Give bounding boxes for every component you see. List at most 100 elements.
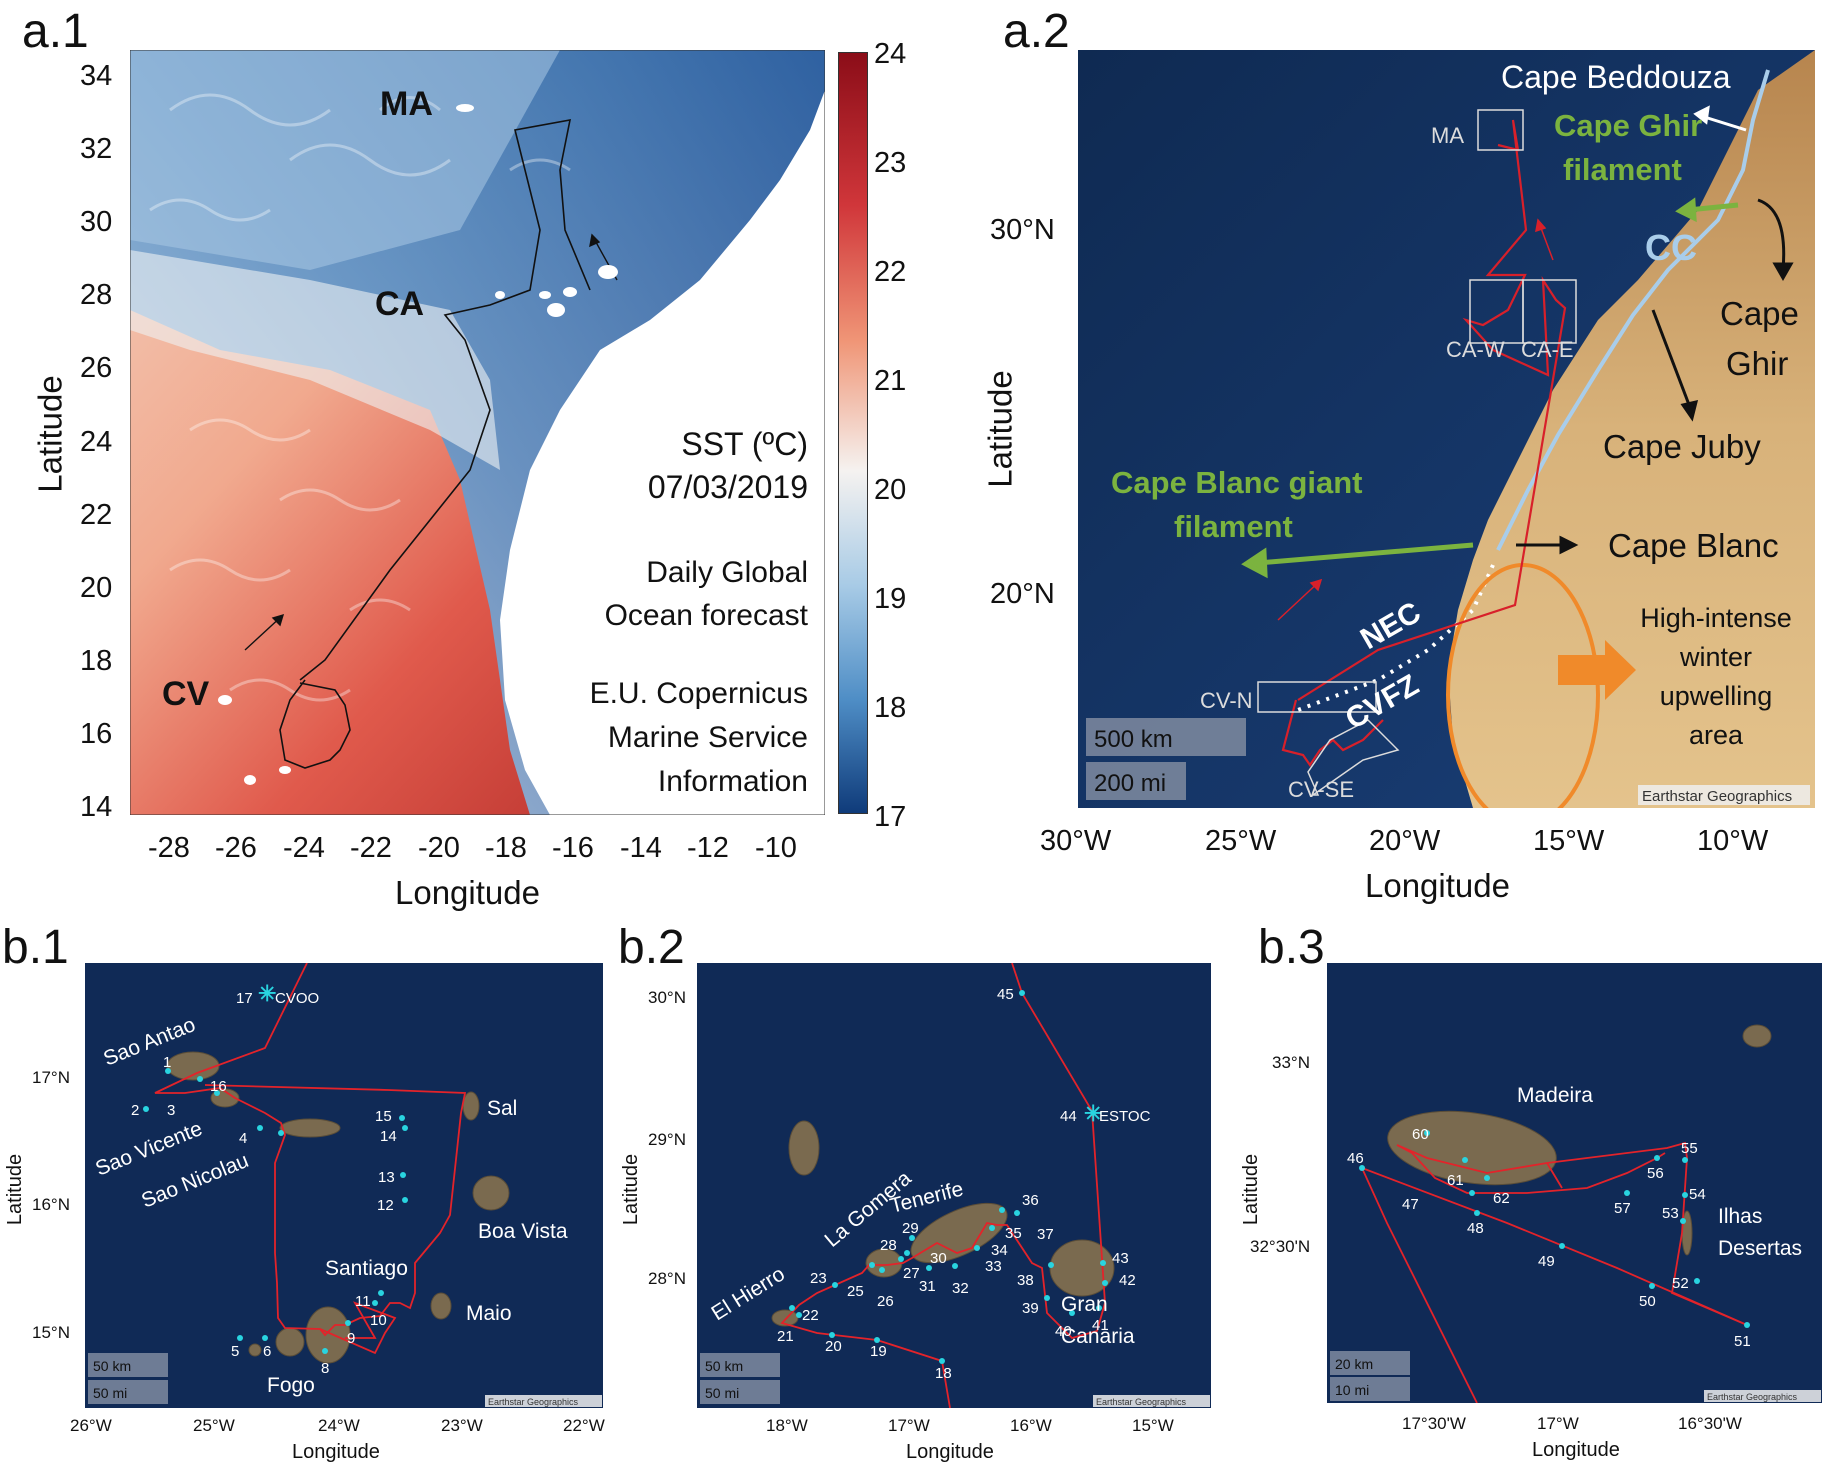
station-label: 1: [163, 1054, 171, 1071]
scale-mi: 50 mi: [705, 1385, 739, 1401]
station-label: 61: [1447, 1172, 1464, 1189]
madeira-map: 46 47 48 49 50 51 52 53 54 55 56 57 60 6…: [1327, 963, 1822, 1403]
box-label-cv-se: CV-SE: [1288, 777, 1354, 802]
station-label: 5: [231, 1343, 239, 1360]
colorbar-tick: 17: [874, 801, 907, 833]
island-ilhas: Ilhas: [1718, 1205, 1762, 1228]
station-label: 47: [1402, 1196, 1419, 1213]
sst-legend-line-7: Information: [658, 765, 808, 798]
a1-xtick: -16: [552, 832, 594, 864]
station-label: 39: [1022, 1300, 1039, 1317]
label-cape-ghir-2: Ghir: [1726, 345, 1788, 382]
station-label: 34: [991, 1242, 1008, 1259]
station-label: 12: [377, 1197, 394, 1214]
station-label: 19: [870, 1343, 887, 1360]
svg-text:✳: ✳: [1084, 1101, 1102, 1126]
label-cape-ghir-filament-2: filament: [1563, 152, 1682, 187]
map-credit: Earthstar Geographics: [1096, 1397, 1187, 1407]
station-label: 55: [1681, 1140, 1698, 1157]
a1-xtick: -14: [620, 832, 662, 864]
b3-xtick: 17°30'W: [1402, 1414, 1466, 1433]
b1-xtick: 25°W: [193, 1416, 235, 1435]
a2-xlabel: Longitude: [1365, 867, 1510, 904]
station-label: 18: [935, 1365, 952, 1382]
station-label: 23: [810, 1270, 827, 1287]
island-santiago: Santiago: [325, 1257, 408, 1280]
a2-ytick: 30°N: [990, 214, 1055, 246]
station-label: 4: [239, 1130, 247, 1147]
island-madeira: Madeira: [1517, 1084, 1593, 1107]
panel-label-b3: b.3: [1258, 921, 1325, 974]
a1-xlabel: Longitude: [395, 874, 540, 911]
cape-verde-map: ✳ 1 2 3 4 5 6 8 9 10 11 12 13 14 15 16 1…: [85, 963, 603, 1408]
station-label: 50: [1639, 1293, 1656, 1310]
sst-map: MA CA CV SST (ºC) 07/03/2019 Daily Globa…: [130, 50, 825, 815]
label-cape-juby: Cape Juby: [1603, 428, 1761, 465]
colorbar-tick: 23: [874, 147, 907, 179]
panel-label-a2: a.2: [1003, 5, 1070, 58]
station-label: 9: [347, 1330, 355, 1347]
station-label: 38: [1017, 1272, 1034, 1289]
station-label: 45: [997, 986, 1014, 1003]
station-label: 10: [370, 1312, 387, 1329]
sst-colorbar: [838, 52, 868, 814]
b1-ytick: 16°N: [32, 1195, 70, 1214]
island-maio: Maio: [466, 1302, 512, 1325]
station-label: 11: [355, 1293, 371, 1310]
island-gran: Gran: [1061, 1293, 1108, 1316]
box-label-ca-e: CA-E: [1521, 337, 1574, 362]
station-label: 49: [1538, 1253, 1555, 1270]
b2-ytick: 30°N: [648, 988, 686, 1007]
a2-xtick: 10°W: [1697, 825, 1769, 857]
b2-ytick: 28°N: [648, 1269, 686, 1288]
cvoo-label: CVOO: [275, 990, 319, 1007]
station-label: 48: [1467, 1220, 1484, 1237]
label-cape-blanc: Cape Blanc: [1608, 527, 1779, 564]
b2-xtick: 18°W: [766, 1416, 808, 1435]
island-canaria: Canaria: [1061, 1325, 1135, 1348]
map-credit: Earthstar Geographics: [488, 1397, 579, 1407]
a2-xtick: 30°W: [1040, 825, 1112, 857]
a2-ytick: 20°N: [990, 578, 1055, 610]
station-label: 42: [1119, 1272, 1136, 1289]
station-label: 56: [1647, 1165, 1664, 1182]
a1-xtick: -18: [485, 832, 527, 864]
colorbar-tick: 21: [874, 365, 907, 397]
map-credit: Earthstar Geographics: [1642, 788, 1792, 805]
station-label: 40: [1055, 1323, 1072, 1340]
station-label: 26: [877, 1293, 894, 1310]
colorbar-tick: 20: [874, 474, 907, 506]
overview-map: MA CA-W CA-E CV-N CV-SE Cape Beddouza Ca…: [1078, 50, 1815, 808]
station-label: 15: [375, 1108, 392, 1125]
a1-ytick: 16: [80, 718, 113, 750]
station-label: 14: [380, 1128, 397, 1145]
estoc-label: ESTOC: [1099, 1108, 1151, 1125]
a1-xtick: -10: [755, 832, 797, 864]
island-fogo: Fogo: [267, 1374, 315, 1397]
colorbar-tick: 18: [874, 692, 907, 724]
box-label-ca-w: CA-W: [1446, 337, 1505, 362]
panel-label-a1: a.1: [22, 5, 89, 58]
b1-xlabel: Longitude: [292, 1441, 380, 1463]
a1-ytick: 14: [80, 791, 113, 823]
a1-ytick: 30: [80, 206, 113, 238]
b3-xtick: 17°W: [1537, 1414, 1579, 1433]
b3-xtick: 16°30'W: [1678, 1414, 1742, 1433]
a2-xtick: 15°W: [1533, 825, 1605, 857]
station-label: 60: [1412, 1126, 1429, 1143]
b3-ylabel: Latitude: [1240, 1153, 1263, 1226]
b2-xtick: 16°W: [1010, 1416, 1052, 1435]
box-label-ma: MA: [1431, 123, 1464, 148]
a1-ytick: 34: [80, 60, 113, 92]
sst-legend-line-4: Ocean forecast: [605, 599, 809, 632]
a1-xtick: -26: [215, 832, 257, 864]
label-cape-blanc-filament-2: filament: [1174, 509, 1293, 544]
b2-xtick: 17°W: [888, 1416, 930, 1435]
colorbar-tick: 22: [874, 256, 907, 288]
station-label: 16: [210, 1078, 227, 1095]
b1-xtick: 24°W: [318, 1416, 360, 1435]
station-label: 13: [378, 1169, 395, 1186]
station-label: 2: [131, 1102, 139, 1119]
box-label-cv-n: CV-N: [1200, 688, 1253, 713]
a1-ytick: 26: [80, 352, 113, 384]
